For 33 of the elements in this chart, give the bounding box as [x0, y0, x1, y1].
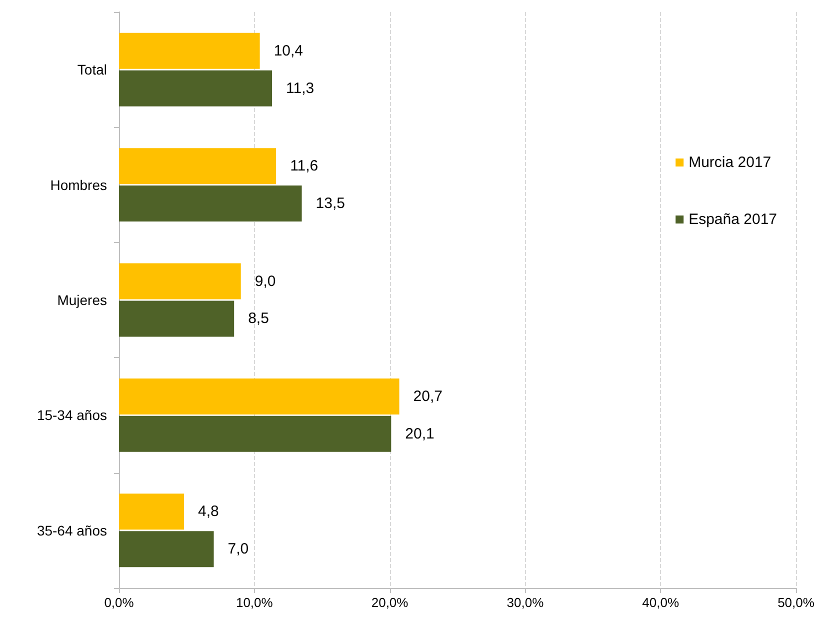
- data-label: 8,5: [248, 310, 269, 328]
- x-tick-label: 0,0%: [104, 595, 134, 610]
- data-label: 20,7: [413, 388, 442, 405]
- bar: [119, 378, 400, 414]
- bar: [119, 531, 214, 568]
- bar: [119, 32, 260, 69]
- y-tick-label: Mujeres: [57, 292, 107, 308]
- legend-label: España 2017: [688, 211, 778, 228]
- data-label: 20,1: [405, 425, 434, 442]
- x-tick-label: 10,0%: [236, 595, 274, 610]
- bar: [119, 186, 302, 222]
- data-label: 4,8: [198, 503, 219, 520]
- bar: [119, 263, 241, 300]
- data-label: 7,0: [228, 540, 249, 558]
- x-tick-label: 30,0%: [506, 595, 544, 610]
- data-label: 9,0: [254, 272, 276, 290]
- x-tick-label: 20,0%: [371, 595, 409, 610]
- bar: [119, 70, 272, 106]
- bar: [119, 148, 276, 184]
- x-tick-label: 50,0%: [778, 595, 815, 610]
- y-tick-label: Hombres: [50, 176, 107, 193]
- y-tick-label: 35-64 años: [36, 522, 107, 538]
- y-tick-label: 15-34 años: [36, 407, 107, 424]
- x-tick-label: 40,0%: [642, 595, 680, 610]
- bar: [119, 300, 234, 337]
- data-label: 11,3: [286, 80, 314, 97]
- data-label: 13,5: [316, 195, 345, 212]
- data-label: 10,4: [274, 42, 304, 60]
- legend-label: Murcia 2017: [688, 154, 772, 171]
- bar: [119, 416, 392, 452]
- y-tick-label: Total: [77, 62, 107, 78]
- data-label: 11,6: [290, 158, 318, 175]
- bar: [119, 494, 184, 530]
